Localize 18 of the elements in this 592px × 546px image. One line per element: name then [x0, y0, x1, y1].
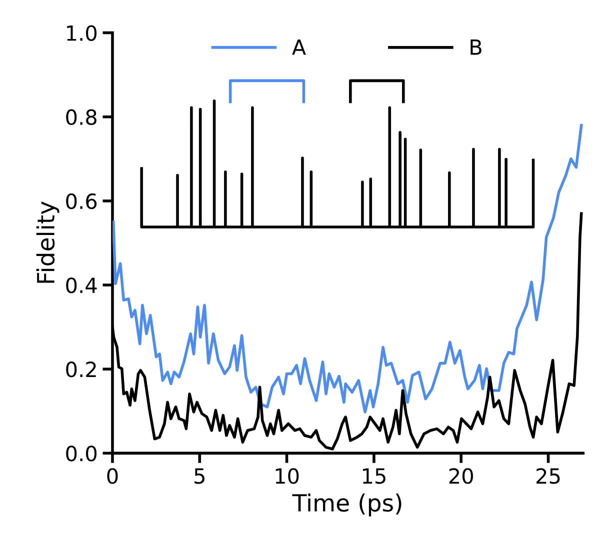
legend-label: A	[292, 40, 306, 55]
y-tick-label: 0.4	[66, 277, 97, 294]
y-tick-label: 0.8	[66, 109, 96, 126]
y-tick-label: 0.0	[66, 446, 97, 462]
y-axis-title: Fidelity	[36, 202, 60, 283]
x-tick-label: 15	[362, 468, 386, 484]
x-axis-title: Time (ps)	[292, 493, 402, 516]
legend-label: B	[470, 40, 482, 55]
line-series	[112, 124, 583, 414]
x-tick-label: 0	[107, 468, 118, 484]
y-tick-label: 0.2	[66, 362, 96, 378]
x-tick-label: 5	[194, 468, 204, 484]
x-tick-label: 10	[276, 468, 299, 484]
y-tick-label: 1.0	[67, 25, 97, 41]
y-tick-label: 0.6	[66, 193, 97, 210]
x-tick-label: 20	[449, 468, 473, 484]
x-tick-label: 25	[536, 468, 560, 484]
line-series	[140, 99, 535, 228]
